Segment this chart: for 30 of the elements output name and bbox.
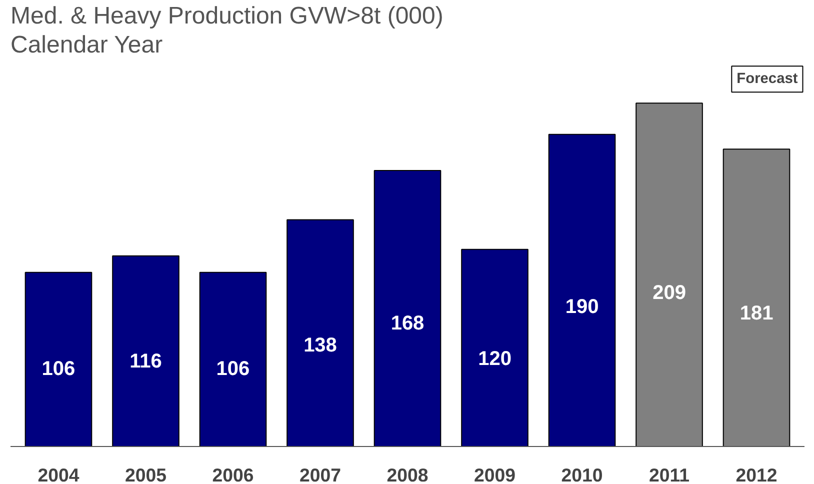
bar bbox=[548, 134, 616, 446]
data-label: 116 bbox=[130, 350, 162, 373]
data-label: 106 bbox=[216, 358, 250, 380]
bar bbox=[24, 272, 92, 446]
bar bbox=[112, 255, 180, 446]
x-tick-label: 2004 bbox=[38, 464, 80, 484]
data-label: 120 bbox=[478, 348, 512, 370]
x-tick-label: 2011 bbox=[649, 464, 690, 484]
x-tick-label: 2005 bbox=[124, 464, 167, 484]
data-label: 106 bbox=[42, 358, 76, 380]
bar bbox=[636, 102, 703, 446]
x-tick-label: 2012 bbox=[736, 464, 778, 484]
bar bbox=[374, 170, 442, 446]
chart-subtitle: Calendar Year bbox=[10, 32, 163, 58]
data-label: 138 bbox=[304, 334, 337, 356]
bar bbox=[286, 219, 354, 446]
bar bbox=[199, 272, 267, 446]
text: Forecast bbox=[736, 71, 798, 88]
x-tick-label: 2009 bbox=[474, 464, 516, 484]
chart-title: Med. & Heavy Production GVW>8t (000) bbox=[10, 2, 444, 30]
bar bbox=[722, 148, 790, 446]
data-label: 168 bbox=[390, 312, 424, 334]
x-tick-label: 2010 bbox=[561, 464, 603, 484]
x-tick-label: 2006 bbox=[212, 464, 254, 484]
x-tick-label: 2008 bbox=[386, 464, 428, 484]
bar bbox=[461, 248, 528, 446]
data-label: 190 bbox=[565, 296, 599, 318]
x-tick-label: 2007 bbox=[299, 464, 342, 484]
data-label: 181 bbox=[740, 302, 774, 325]
data-label: 209 bbox=[652, 282, 686, 304]
